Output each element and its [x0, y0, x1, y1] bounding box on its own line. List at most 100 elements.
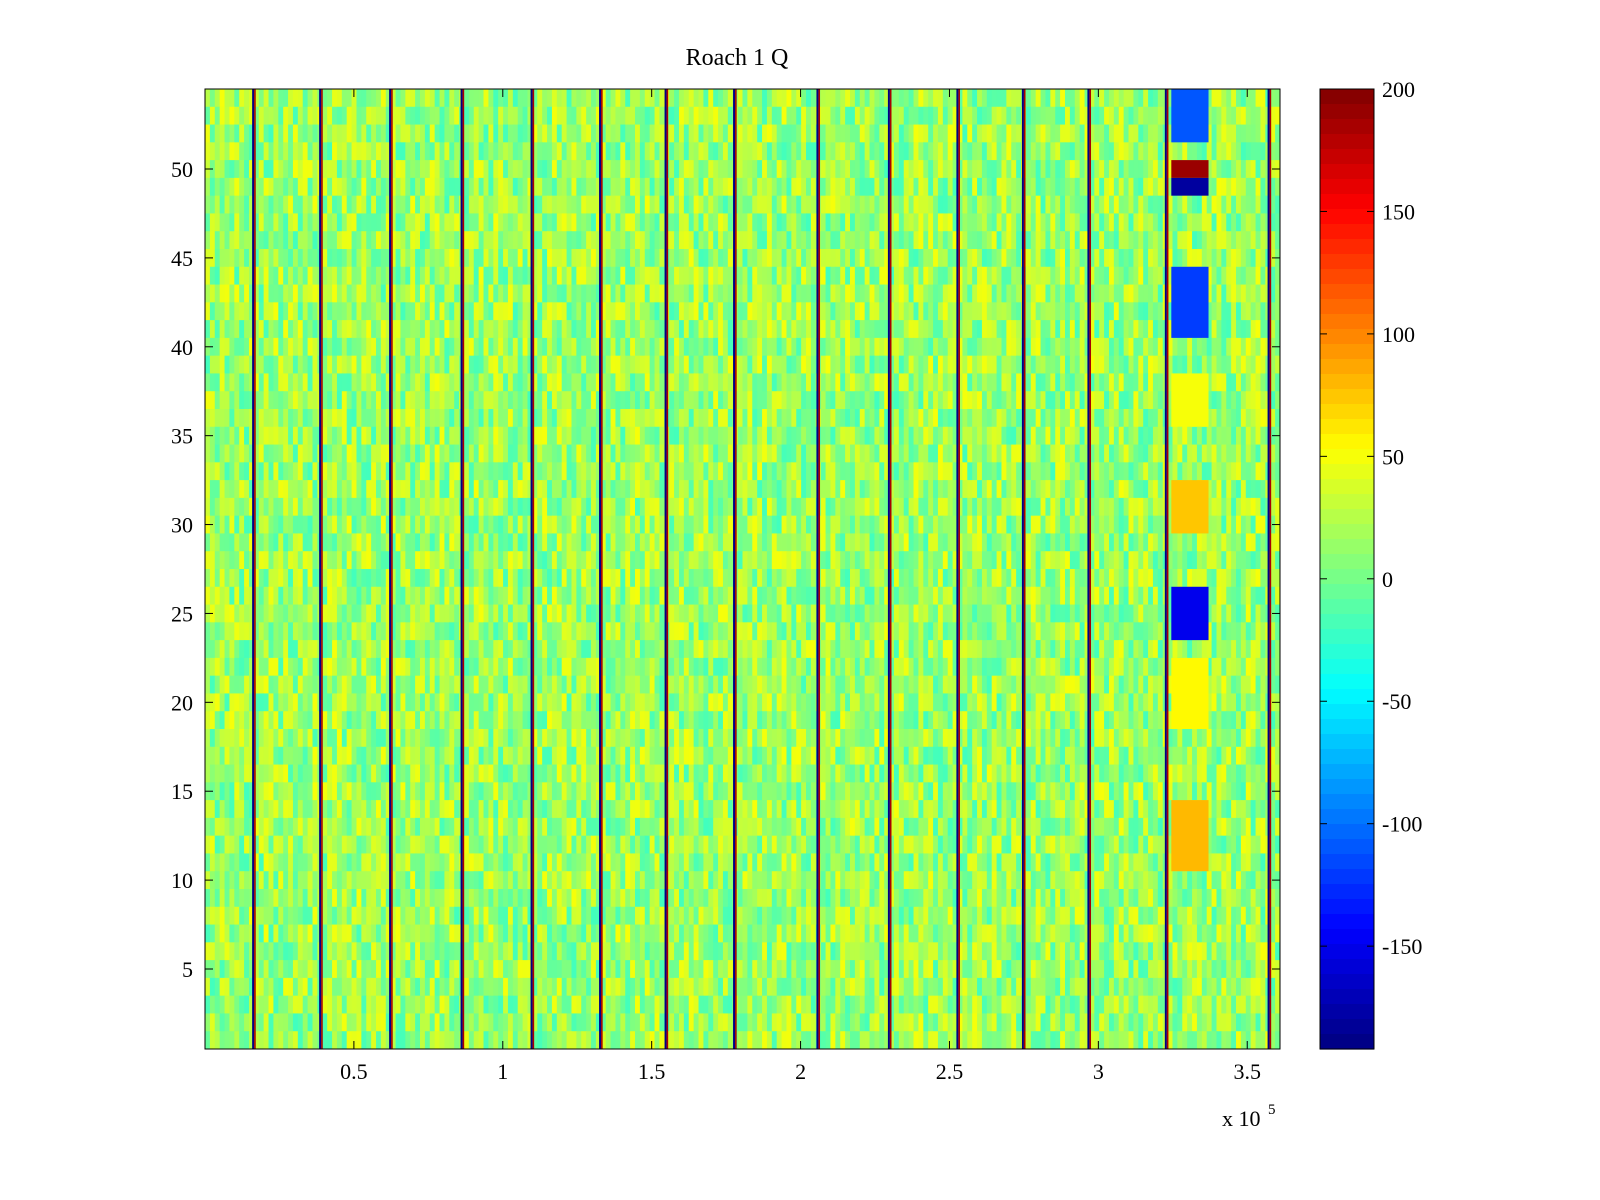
- heatmap-cell: [292, 160, 299, 179]
- heatmap-cell: [605, 444, 612, 463]
- heatmap-cell: [757, 409, 763, 428]
- heatmap-cell: [424, 266, 431, 286]
- heatmap-cell: [253, 284, 260, 303]
- heatmap-cell: [224, 106, 231, 126]
- heatmap-cell: [791, 266, 797, 286]
- heatmap-cell: [752, 213, 758, 232]
- heatmap-cell: [571, 266, 577, 286]
- heatmap-cell: [806, 373, 812, 392]
- heatmap-cell: [498, 160, 504, 179]
- heatmap-cell: [703, 337, 709, 357]
- heatmap-cell: [1260, 142, 1266, 161]
- heatmap-cell: [336, 213, 343, 232]
- heatmap-cell: [669, 213, 675, 232]
- heatmap-cell: [942, 320, 949, 339]
- heatmap-cell: [918, 284, 924, 303]
- heatmap-cell: [1231, 124, 1237, 143]
- heatmap-cell: [586, 160, 592, 179]
- heatmap-cell: [957, 284, 963, 303]
- heatmap-cell: [825, 462, 832, 481]
- heatmap-cell: [600, 266, 607, 286]
- heatmap-cell: [796, 195, 802, 215]
- heatmap-cell: [248, 373, 255, 392]
- heatmap-cell: [1148, 177, 1154, 197]
- heatmap-cell: [967, 284, 973, 303]
- heatmap-cell: [859, 320, 866, 339]
- heatmap-cell: [1011, 106, 1017, 126]
- heatmap-cell: [718, 124, 724, 143]
- heatmap-cell: [1050, 444, 1056, 463]
- heatmap-cell: [1143, 409, 1149, 428]
- heatmap-cell: [312, 177, 318, 197]
- heatmap-cell: [400, 89, 406, 108]
- heatmap-cell: [1065, 302, 1071, 321]
- heatmap-cell: [1157, 124, 1164, 143]
- heatmap-cell: [977, 160, 983, 179]
- heatmap-cell: [253, 426, 260, 446]
- heatmap-cell: [967, 142, 973, 161]
- heatmap-cell: [801, 266, 807, 286]
- heatmap-cell: [986, 213, 993, 232]
- heatmap-cell: [1216, 462, 1222, 481]
- heatmap-cell: [683, 480, 690, 499]
- heatmap-cell: [473, 409, 480, 428]
- heatmap-cell: [654, 177, 661, 197]
- heatmap-cell: [351, 462, 358, 481]
- heatmap-cell: [351, 231, 358, 250]
- heatmap-cell: [429, 284, 436, 303]
- heatmap-cell: [224, 302, 231, 321]
- heatmap-cell: [454, 266, 460, 286]
- heatmap-cell: [1221, 177, 1227, 197]
- heatmap-cell: [415, 480, 421, 499]
- heatmap-cell: [967, 160, 973, 179]
- heatmap-cell: [967, 195, 973, 215]
- heatmap-cell: [439, 249, 446, 268]
- heatmap-cell: [874, 89, 880, 108]
- heatmap-cell: [727, 213, 734, 232]
- heatmap-cell: [439, 124, 446, 143]
- heatmap-cell: [356, 106, 362, 126]
- heatmap-cell: [708, 89, 714, 108]
- heatmap-cell: [1118, 213, 1125, 232]
- heatmap-cell: [937, 89, 944, 108]
- heatmap-cell: [449, 106, 455, 126]
- heatmap-cell: [644, 266, 651, 286]
- heatmap-cell: [854, 444, 861, 463]
- heatmap-cell: [400, 284, 406, 303]
- heatmap-cell: [283, 266, 289, 286]
- heatmap-cell: [933, 106, 939, 126]
- heatmap-cell: [898, 284, 905, 303]
- heatmap-cell: [610, 284, 617, 303]
- heatmap-cell: [1040, 249, 1047, 268]
- heatmap-cell: [718, 266, 724, 286]
- heatmap-cell: [1255, 284, 1262, 303]
- heatmap-cell: [371, 160, 377, 179]
- heatmap-cell: [806, 462, 812, 481]
- heatmap-cell: [424, 480, 431, 499]
- heatmap-cell: [468, 409, 475, 428]
- heatmap-cell: [1172, 249, 1178, 268]
- heatmap-cell: [825, 142, 832, 161]
- heatmap-cell: [591, 231, 597, 250]
- heatmap-cell: [1040, 355, 1047, 375]
- heatmap-cell: [898, 106, 905, 126]
- heatmap-cell: [937, 373, 944, 392]
- heatmap-cell: [727, 124, 734, 143]
- heatmap-cell: [742, 142, 748, 161]
- heatmap-cell: [591, 462, 597, 481]
- heatmap-cell: [678, 409, 685, 428]
- heatmap-cell: [273, 124, 279, 143]
- heatmap-cell: [776, 213, 783, 232]
- heatmap-cell: [415, 124, 421, 143]
- heatmap-cell: [332, 213, 338, 232]
- heatmap-cell: [1011, 213, 1017, 232]
- heatmap-cell: [674, 391, 680, 410]
- heatmap-cell: [248, 426, 255, 446]
- heatmap-cell: [644, 195, 651, 215]
- heatmap-cell: [747, 213, 753, 232]
- heatmap-cell: [830, 106, 836, 126]
- heatmap-cell: [693, 284, 700, 303]
- heatmap-cell: [366, 142, 372, 161]
- heatmap-cell: [762, 89, 768, 108]
- heatmap-cell: [996, 142, 1003, 161]
